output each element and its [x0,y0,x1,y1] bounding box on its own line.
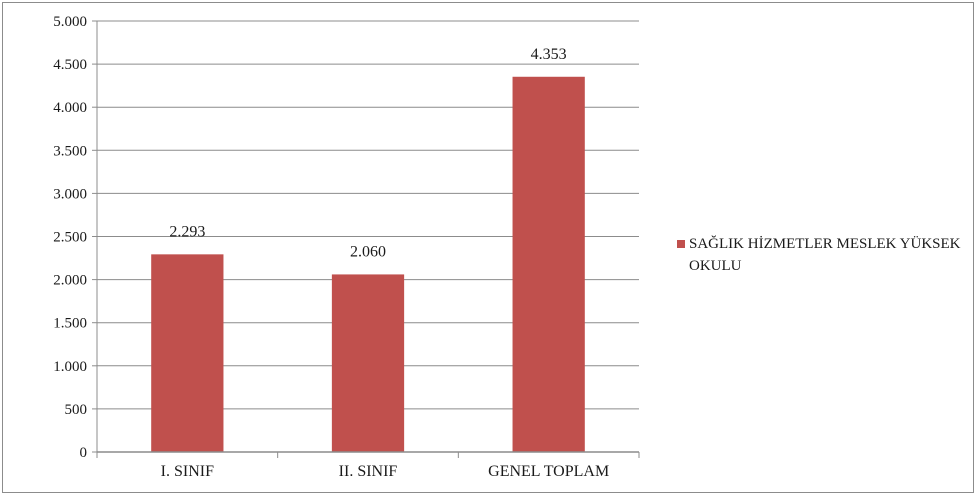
y-axis-ticks: 0 500 1.000 1.500 2.000 2.500 3.000 3.500 4.000 4… [53,14,97,461]
data-label: 2.293 [169,223,205,240]
y-tick-label: 500 [65,402,88,418]
y-tick-label: 4.500 [53,57,87,73]
bar-chart: 0 500 1.000 1.500 2.000 2.500 3.000 3.500 4.000 4… [53,14,640,480]
y-tick-label: 3.500 [53,143,87,159]
legend: SAĞLIK HİZMETLER MESLEK YÜKSEK OKULU [677,233,967,277]
y-tick-label: 2.000 [53,273,87,289]
data-label: 4.353 [531,46,567,63]
bars [151,76,585,453]
y-tick-label: 4.000 [53,100,87,116]
y-tick-label: 1.500 [53,316,87,332]
x-category-label: GENEL TOPLAM [488,463,609,480]
x-category-label: I. SINIF [161,463,214,480]
y-tick-label: 0 [80,445,88,461]
data-labels: 2.293 2.060 4.353 [169,46,566,261]
bar [151,254,224,452]
data-label: 2.060 [350,243,386,260]
y-tick-label: 3.000 [53,186,87,202]
legend-swatch [677,240,685,248]
x-axis-categories: I. SINIF II. SINIF GENEL TOPLAM [161,463,610,480]
bar [512,76,585,453]
bar [331,274,405,452]
y-tick-label: 2.500 [53,230,87,246]
legend-label: SAĞLIK HİZMETLER MESLEK YÜKSEK OKULU [689,236,961,274]
y-tick-label: 5.000 [53,14,87,30]
x-category-label: II. SINIF [339,463,398,480]
axes [96,21,640,458]
y-tick-label: 1.000 [53,359,87,375]
